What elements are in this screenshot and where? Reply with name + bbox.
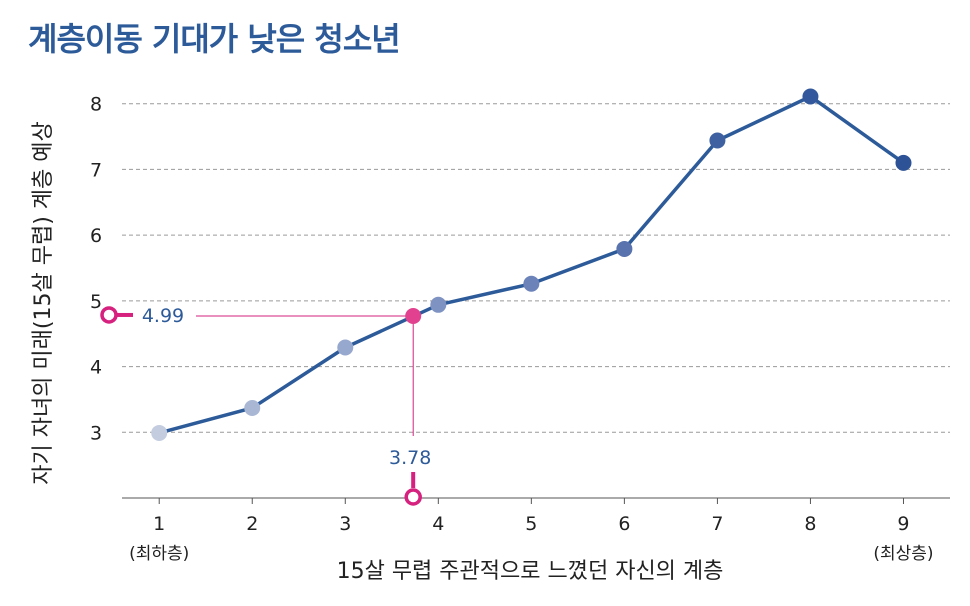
x-tick-label: 2 — [246, 513, 258, 535]
highlight-y-value-label: 4.99 — [142, 305, 184, 327]
highlight-y-pin-head — [100, 306, 118, 324]
x-tick-label: 5 — [525, 513, 537, 535]
y-tick-label: 4 — [90, 357, 102, 379]
data-point-6 — [616, 240, 633, 257]
data-point-9 — [895, 154, 912, 171]
x-tick-label: 9 — [897, 513, 909, 535]
y-tick-label: 5 — [90, 291, 102, 313]
x-tick-sublabel: (최상층) — [873, 544, 933, 564]
data-point-1 — [151, 424, 168, 441]
y-axis-title: 자기 자녀의 미래(15살 무렵) 계층 예상 — [31, 121, 56, 485]
data-point-5 — [523, 275, 540, 292]
x-tick-label: 1 — [153, 513, 165, 535]
data-point-4 — [430, 296, 447, 313]
x-tick-label: 6 — [618, 513, 630, 535]
x-tick-label: 3 — [339, 513, 351, 535]
y-tick-label: 3 — [90, 422, 102, 444]
y-tick-label: 6 — [90, 225, 102, 247]
y-tick-label: 8 — [90, 94, 102, 116]
y-tick-label: 7 — [90, 159, 102, 181]
x-tick-sublabel: (최하층) — [129, 544, 189, 564]
x-tick-label: 8 — [804, 513, 816, 535]
data-point-8 — [802, 88, 819, 105]
x-axis-title: 15살 무렵 주관적으로 느꼈던 자신의 계층 — [337, 559, 724, 584]
highlight-point — [405, 307, 422, 324]
data-point-3 — [337, 339, 354, 356]
data-point-7 — [709, 132, 726, 149]
x-tick-label: 4 — [432, 513, 444, 535]
data-point-2 — [244, 399, 261, 416]
highlight-x-pin-head — [404, 488, 422, 506]
highlight-x-value-label: 3.78 — [389, 447, 431, 469]
series-line — [158, 94, 905, 435]
x-tick-label: 7 — [711, 513, 723, 535]
chart-title: 계층이동 기대가 낮은 청소년 — [28, 20, 401, 58]
